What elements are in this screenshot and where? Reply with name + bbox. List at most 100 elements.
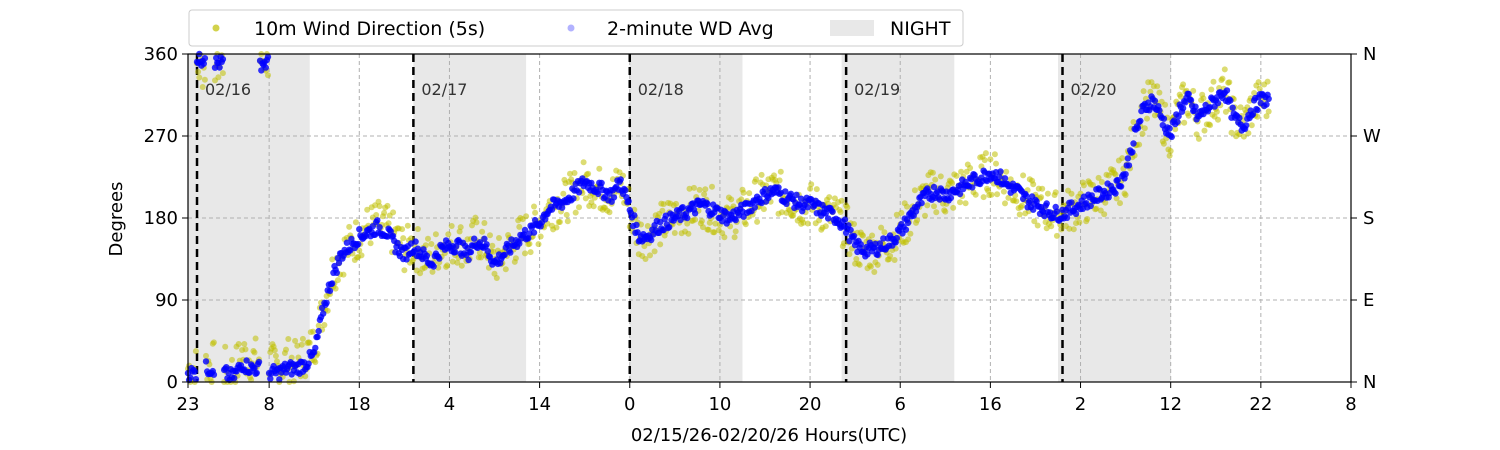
data-point (1058, 226, 1065, 233)
data-point (987, 156, 994, 163)
data-point (487, 232, 493, 239)
legend-box (188, 9, 964, 47)
data-point (807, 185, 814, 192)
data-point (381, 209, 388, 216)
data-point (761, 185, 769, 193)
data-point (449, 258, 456, 265)
data-point (1254, 106, 1261, 114)
data-point (622, 187, 629, 194)
data-point (856, 261, 863, 268)
data-point (851, 221, 857, 227)
data-point (606, 209, 613, 216)
data-point (881, 229, 888, 236)
data-point (738, 196, 745, 203)
legend-marker-wind-direction (212, 24, 220, 32)
data-point (771, 172, 777, 179)
data-point (893, 234, 900, 242)
x-tick-label-2: 18 (348, 394, 371, 415)
data-point (472, 214, 479, 221)
data-point (982, 150, 989, 157)
data-point (1201, 127, 1208, 134)
data-point (241, 341, 248, 347)
data-point (1089, 182, 1096, 188)
data-point (432, 231, 439, 238)
data-point (981, 157, 988, 164)
data-point (712, 220, 719, 227)
data-point (1221, 66, 1228, 73)
data-point (686, 185, 693, 192)
data-point (1229, 104, 1236, 111)
data-point (673, 200, 679, 207)
data-point (691, 210, 699, 217)
data-point (1012, 192, 1019, 199)
data-point (489, 242, 496, 249)
data-point (1130, 140, 1137, 147)
data-point (893, 211, 900, 218)
data-point (276, 376, 283, 383)
data-point (530, 229, 538, 236)
data-point (721, 234, 728, 241)
data-point (285, 336, 292, 342)
data-point (302, 373, 309, 380)
data-point (871, 269, 878, 275)
data-point (588, 179, 595, 187)
data-point (731, 234, 738, 241)
data-point (531, 203, 537, 210)
data-point (932, 176, 939, 183)
data-point (560, 190, 567, 197)
data-point (641, 243, 648, 250)
data-point (980, 194, 987, 201)
y-tick-label-left-4: 360 (144, 44, 178, 65)
data-point (567, 170, 573, 177)
legend-swatch-night (830, 20, 874, 36)
data-point (1243, 122, 1250, 129)
data-point (826, 194, 833, 201)
data-point (216, 64, 223, 71)
data-point (298, 341, 305, 348)
data-point (1213, 108, 1220, 115)
data-point (857, 241, 864, 248)
data-point (1084, 216, 1091, 222)
data-point (1112, 190, 1119, 197)
data-point (1124, 155, 1132, 162)
data-point (479, 228, 486, 235)
data-point (776, 177, 783, 184)
data-point (929, 169, 936, 176)
data-point (1167, 148, 1174, 154)
data-point (401, 267, 408, 274)
data-point (329, 280, 336, 287)
data-point (222, 343, 229, 350)
y-axis-title: Degrees (106, 182, 127, 257)
data-point (376, 203, 383, 210)
data-point (1003, 168, 1010, 175)
data-point (1087, 202, 1094, 210)
data-point (1265, 95, 1272, 103)
data-point (267, 375, 274, 382)
data-point (262, 64, 269, 71)
data-point (265, 72, 271, 79)
data-point (631, 212, 638, 219)
data-point (343, 239, 351, 246)
data-point (1177, 93, 1184, 100)
data-point (1031, 218, 1038, 225)
data-point (326, 287, 334, 295)
y-tick-label-left-0: 0 (167, 372, 178, 393)
data-point (1227, 97, 1234, 104)
data-point (414, 226, 421, 232)
y-tick-label-right-2: S (1363, 208, 1374, 229)
data-point (702, 186, 709, 193)
data-point (742, 221, 749, 228)
data-point (453, 243, 460, 250)
data-point (924, 202, 931, 209)
data-point (709, 183, 715, 190)
data-point (671, 230, 678, 236)
data-point (1066, 225, 1073, 232)
data-point (290, 378, 297, 385)
data-point (1214, 99, 1222, 107)
data-point (1219, 75, 1226, 82)
data-point (902, 226, 910, 233)
data-point (1140, 88, 1147, 95)
data-point (210, 339, 217, 346)
data-point (306, 339, 313, 346)
data-point (1043, 225, 1050, 232)
